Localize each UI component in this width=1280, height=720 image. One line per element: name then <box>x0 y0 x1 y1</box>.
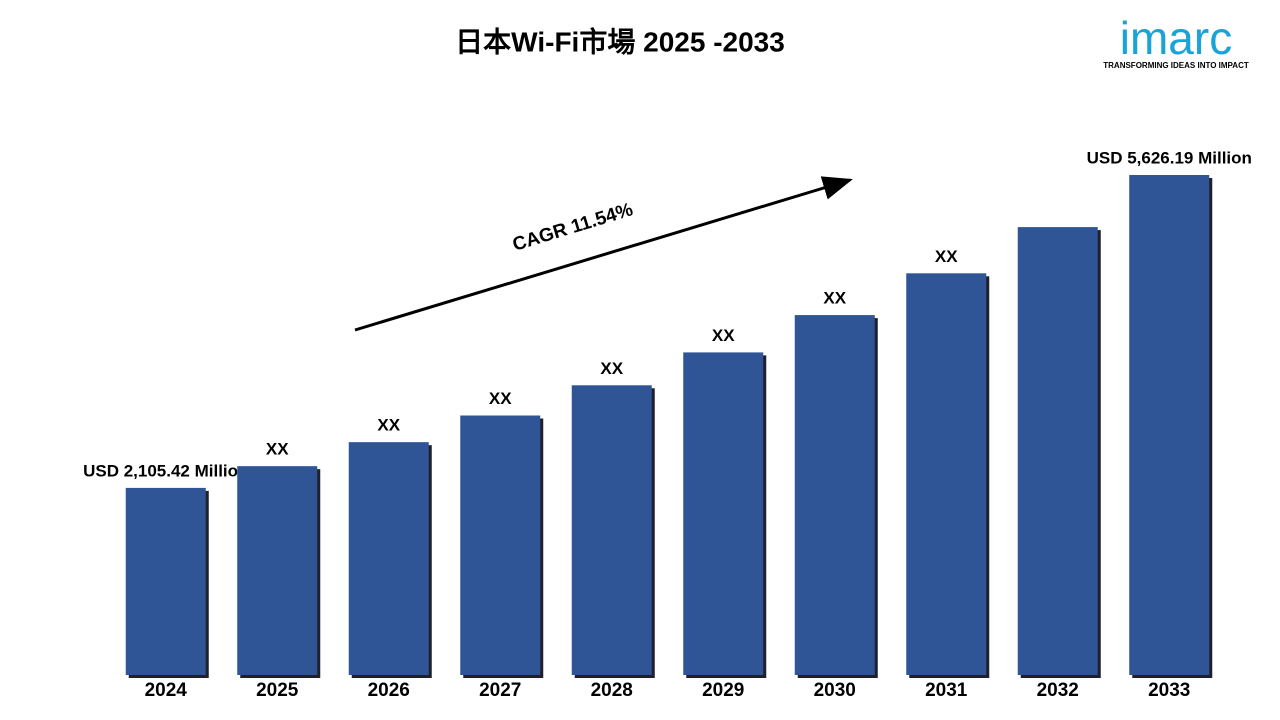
data-label: XX <box>489 389 512 408</box>
x-tick-label: 2032 <box>1037 680 1079 701</box>
bar <box>237 466 318 675</box>
x-tick-label: 2031 <box>925 680 968 701</box>
x-tick-label: 2028 <box>591 680 633 701</box>
data-label: USD 5,626.19 Million <box>1087 148 1252 167</box>
bar <box>1017 227 1098 675</box>
data-label: XX <box>266 440 289 459</box>
data-label: XX <box>823 289 846 308</box>
cagr-label: CAGR 11.54% <box>510 199 635 256</box>
bar <box>1129 175 1210 675</box>
bar <box>348 442 429 675</box>
x-tick-label: 2024 <box>145 680 188 701</box>
x-tick-label: 2033 <box>1148 680 1190 701</box>
logo-name: imarc <box>1120 12 1232 64</box>
data-label: USD 2,105.42 Million <box>83 461 248 480</box>
x-tick-label: 2027 <box>479 680 521 701</box>
logo-tagline: TRANSFORMING IDEAS INTO IMPACT <box>1103 61 1249 70</box>
x-tick-label: 2026 <box>368 680 410 701</box>
bar <box>906 273 987 675</box>
bar <box>794 315 875 675</box>
x-tick-label: 2030 <box>814 680 856 701</box>
chart-title: 日本Wi-Fi市場 2025 -2033 <box>455 25 785 57</box>
bar <box>125 487 206 675</box>
cagr-arrow <box>354 176 853 332</box>
data-label: XX <box>712 326 735 345</box>
data-label: XX <box>935 247 958 266</box>
x-tick-label: 2025 <box>256 680 299 701</box>
bar <box>460 415 541 675</box>
data-label: XX <box>600 359 623 378</box>
x-tick-label: 2029 <box>702 680 744 701</box>
bar <box>571 385 652 675</box>
bar <box>683 352 764 675</box>
data-label: XX <box>377 416 400 435</box>
